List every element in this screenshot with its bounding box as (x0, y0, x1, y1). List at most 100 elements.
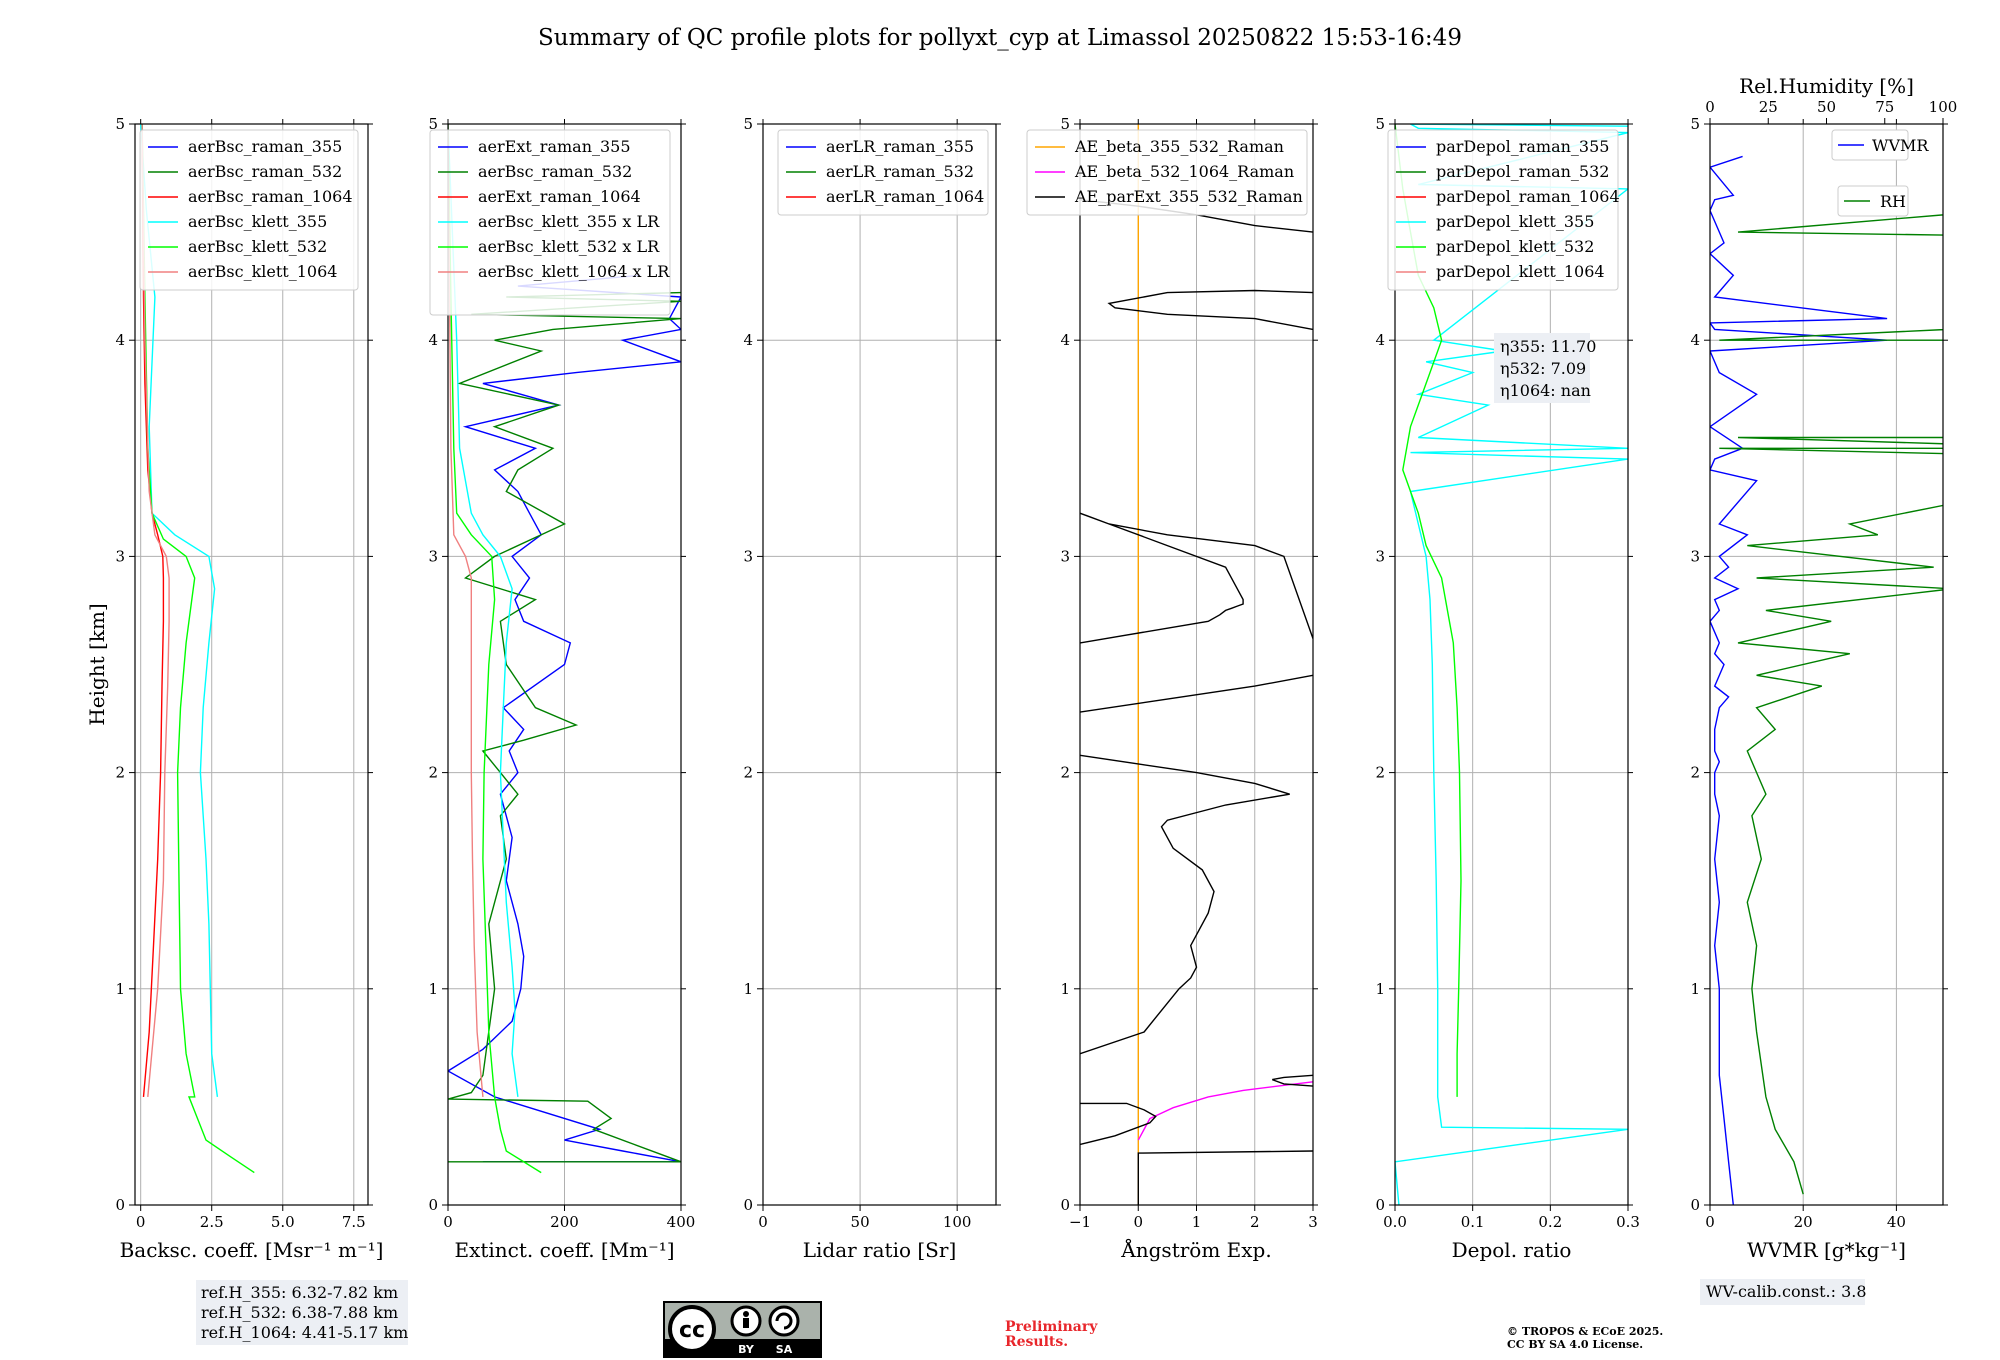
series-line-2 (1137, 1081, 1313, 1141)
y-tick-label-0: 0 (115, 1196, 125, 1214)
panel-1: 0 2.5 5.0 7.5 0 1 2 3 4 5 Backsc. coeff. [Msr⁻¹ m⁻… (85, 115, 383, 1262)
cc-icon (668, 1305, 716, 1353)
legend-label-2: AE_beta_532_1064_Raman (1074, 162, 1294, 181)
legend-label-4: parDepol_klett_355 (1436, 212, 1594, 231)
y-tick-label-4: 4 (428, 331, 438, 349)
y-tick-label-2: 2 (1375, 764, 1385, 782)
legend-label-6: parDepol_klett_1064 (1436, 262, 1605, 281)
x-tick-label-1: 0 (1133, 1213, 1143, 1231)
legend: AE_beta_355_532_Raman AE_beta_532_1064_Ra… (1026, 129, 1308, 216)
legend-box (777, 129, 989, 216)
by-label: BY (738, 1343, 755, 1356)
y-tick-label-4: 4 (743, 331, 753, 349)
series-line-6 (448, 124, 484, 1097)
series-group (1080, 124, 1313, 1205)
x-tick-label-0: 0 (136, 1213, 146, 1231)
series-line-4 (448, 124, 519, 1097)
x-tick-label-2: 100 (943, 1213, 972, 1231)
top-tick-label-0: 0 (1705, 98, 1715, 116)
y-tick-label-0: 0 (1375, 1196, 1385, 1214)
y-tick-label-5: 5 (1375, 115, 1385, 133)
top-tick-label-3: 75 (1875, 98, 1894, 116)
legend-label-2: aerBsc_raman_532 (188, 162, 342, 181)
legend-label-5: parDepol_klett_532 (1436, 237, 1594, 256)
x-tick-label-1: 50 (851, 1213, 870, 1231)
preliminary-line-2: Results. (1005, 1334, 1068, 1350)
legend-label-1: parDepol_raman_355 (1436, 137, 1609, 156)
legend-box-rh (1837, 185, 1909, 217)
legend-label-1: WVMR (1872, 136, 1929, 155)
legend-label-6: aerBsc_klett_1064 (188, 262, 337, 281)
x-tick-label-0: 0 (443, 1213, 453, 1231)
top-tick-label-1: 25 (1759, 98, 1778, 116)
y-tick-label-0: 0 (743, 1196, 753, 1214)
wv-calib-box-bg (1700, 1279, 1865, 1305)
series-group (140, 124, 255, 1174)
panel-2: 0 200 400 0 1 2 3 4 5 Extinct. coeff. [Mm⁻¹] aerEx… (428, 115, 695, 1262)
y-tick-label-1: 1 (428, 980, 438, 998)
panel-6: 0 20 40 0 1 2 3 4 5 WVMR [g*kg⁻¹] 0 25 50 75 100 Rel.Hu… (1690, 74, 1957, 1262)
x-tick-label-2: 5.0 (271, 1213, 295, 1231)
x-tick-label-0: 0 (1705, 1213, 1715, 1231)
sa-arrow (775, 1312, 793, 1330)
x-tick-label-0: 0 (758, 1213, 768, 1231)
x-axis-label: Ångström Exp. (1120, 1237, 1271, 1262)
panel-3: 0 50 100 0 1 2 3 4 5 Lidar ratio [Sr] aerLR_raman_… (743, 115, 1001, 1262)
x-tick-label-3: 7.5 (342, 1213, 366, 1231)
x-tick-label-2: 1 (1192, 1213, 1202, 1231)
y-tick-label-1: 1 (1375, 980, 1385, 998)
series-line-2 (1719, 214, 1943, 1195)
top-axis-label: Rel.Humidity [%] (1739, 74, 1914, 98)
legend-box (429, 129, 671, 316)
legend-label-3: aerExt_raman_1064 (478, 187, 641, 206)
wv-calib-box: WV-calib.const.: 3.8 (1700, 1279, 1867, 1305)
sa-share-icon (768, 1305, 800, 1337)
eta-annotation: η355: 11.70 η532: 7.09 η1064: nan (1494, 333, 1596, 403)
y-axis-label: Height [km] (85, 603, 109, 725)
x-tick-label-4: 3 (1308, 1213, 1318, 1231)
y-tick-label-5: 5 (1690, 115, 1700, 133)
legend: WVMR RH (1831, 129, 1929, 217)
legend-label-5: aerBsc_klett_532 (188, 237, 327, 256)
y-tick-label-1: 1 (1060, 980, 1070, 998)
legend: parDepol_raman_355 parDepol_raman_532 parD… (1387, 129, 1620, 291)
x-axis-label: Lidar ratio [Sr] (803, 1238, 957, 1262)
refh-355: ref.H_355: 6.32-7.82 km (201, 1283, 398, 1302)
series-line-3 (141, 124, 165, 1097)
x-axis-label: Extinct. coeff. [Mm⁻¹] (454, 1238, 674, 1262)
y-tick-label-2: 2 (743, 764, 753, 782)
copyright-line-2: CC BY SA 4.0 License. (1507, 1338, 1643, 1351)
y-tick-label-3: 3 (1690, 547, 1700, 565)
y-tick-label-0: 0 (1060, 1196, 1070, 1214)
y-tick-label-3: 3 (115, 547, 125, 565)
panel-5: 0.0 0.1 0.2 0.3 0 1 2 3 4 5 Depol. ratio parDepol_r… (1375, 115, 1639, 1262)
x-tick-label-0: −1 (1069, 1213, 1091, 1231)
legend-box (1026, 129, 1308, 216)
x-tick-label-2: 0.2 (1538, 1213, 1562, 1231)
legend-label-1: aerExt_raman_355 (478, 137, 631, 156)
legend-box (139, 129, 359, 291)
axes-frame (134, 123, 369, 1206)
legend-label-2: aerLR_raman_532 (826, 162, 974, 181)
legend-label-4: aerBsc_klett_355 (188, 212, 327, 231)
legend-label-5: aerBsc_klett_532 x LR (478, 237, 660, 256)
legend-label-4: aerBsc_klett_355 x LR (478, 212, 660, 231)
legend-label-2: aerBsc_raman_532 (478, 162, 632, 181)
y-tick-label-5: 5 (743, 115, 753, 133)
legend-label-1: aerLR_raman_355 (826, 137, 974, 156)
legend-label-3: parDepol_raman_1064 (1436, 187, 1620, 206)
y-tick-label-2: 2 (428, 764, 438, 782)
y-tick-label-3: 3 (743, 547, 753, 565)
series-line-2 (448, 291, 681, 1163)
y-tick-label-5: 5 (115, 115, 125, 133)
copyright-line-1: © TROPOS & ECoE 2025. (1507, 1325, 1663, 1338)
series-line-1 (448, 274, 681, 1163)
refh-532: ref.H_532: 6.38-7.88 km (201, 1303, 398, 1322)
legend-label-6: aerBsc_klett_1064 x LR (478, 262, 670, 281)
y-tick-label-4: 4 (115, 331, 125, 349)
y-tick-label-1: 1 (115, 980, 125, 998)
x-tick-label-3: 2 (1250, 1213, 1260, 1231)
legend-label-2: parDepol_raman_532 (1436, 162, 1609, 181)
